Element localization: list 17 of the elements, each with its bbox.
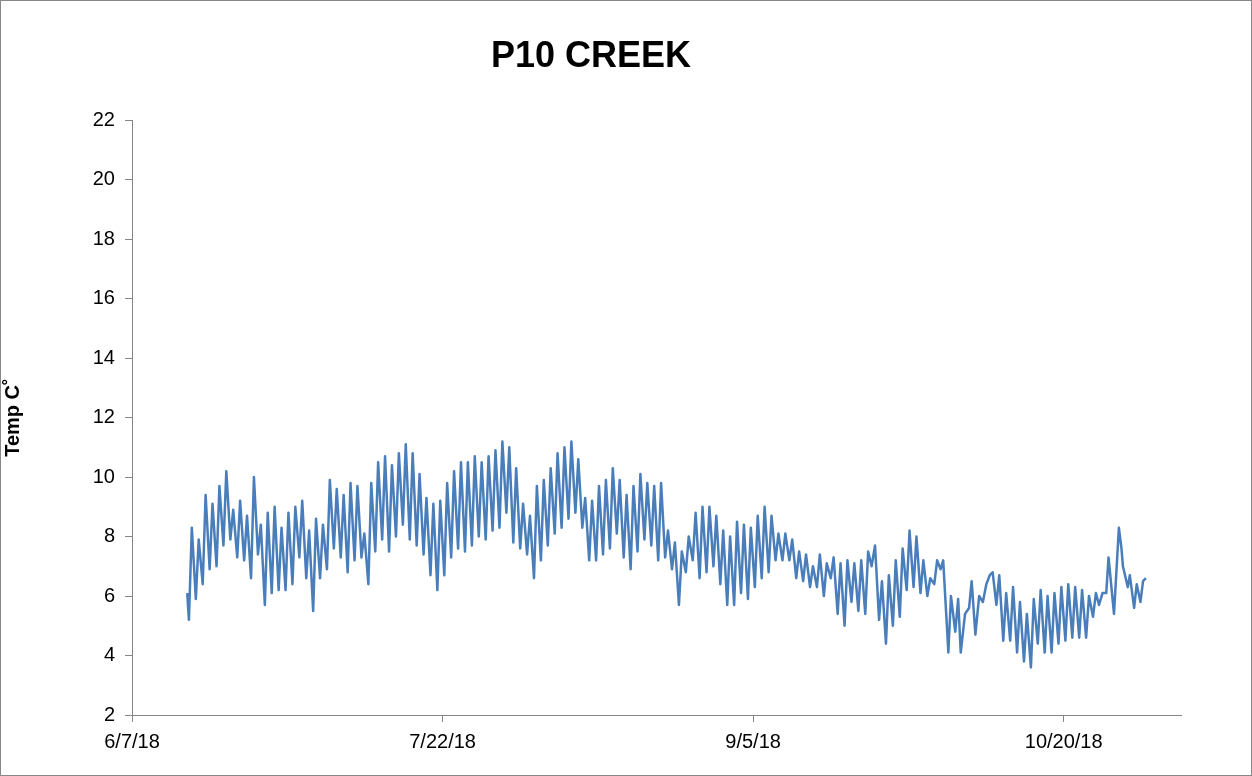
- x-tick-label: 7/22/18: [409, 729, 476, 752]
- y-tick-label: 14: [92, 345, 115, 368]
- y-axis-title: Temp C˚: [0, 378, 23, 457]
- y-tick-label: 16: [92, 286, 115, 309]
- y-tick-label: 18: [92, 226, 115, 249]
- y-tick-label: 20: [92, 167, 115, 190]
- y-tick-label: 22: [92, 107, 115, 130]
- y-tick-label: 4: [103, 643, 115, 666]
- y-tick-label: 2: [103, 702, 115, 725]
- chart-title: P10 CREEK: [490, 33, 692, 75]
- y-tick-label: 6: [103, 583, 115, 606]
- x-tick-label: 10/20/18: [1024, 729, 1103, 752]
- y-tick-label: 8: [103, 524, 115, 547]
- y-tick-label: 12: [92, 405, 115, 428]
- x-tick-label: 6/7/18: [104, 729, 160, 752]
- y-tick-label: 10: [92, 464, 115, 487]
- x-tick-label: 9/5/18: [725, 729, 781, 752]
